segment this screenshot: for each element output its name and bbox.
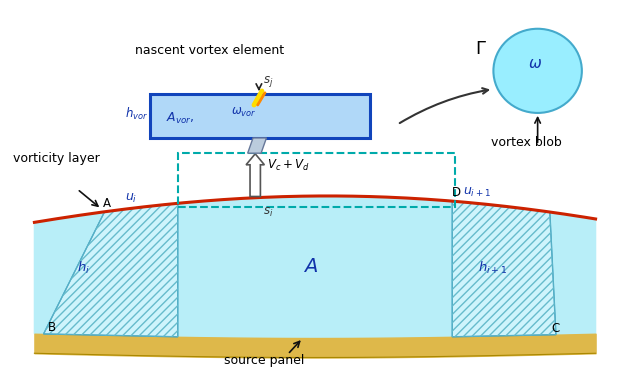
Text: C: C xyxy=(552,322,560,335)
Text: $\omega_{vor}$: $\omega_{vor}$ xyxy=(231,106,256,120)
Text: $h_i$: $h_i$ xyxy=(77,260,90,276)
Text: $\omega$: $\omega$ xyxy=(529,56,542,71)
Bar xyxy=(151,94,370,138)
Text: $\Gamma$: $\Gamma$ xyxy=(475,40,486,59)
Text: A: A xyxy=(103,197,111,210)
Text: vortex blob: vortex blob xyxy=(491,136,561,149)
Ellipse shape xyxy=(493,29,582,113)
Text: $h_{vor}$: $h_{vor}$ xyxy=(125,106,148,122)
Text: $s_i$: $s_i$ xyxy=(263,206,273,219)
Text: $h_{i+1}$: $h_{i+1}$ xyxy=(478,260,508,276)
Text: vorticity layer: vorticity layer xyxy=(13,152,100,165)
Text: $u_{i+1}$: $u_{i+1}$ xyxy=(462,186,490,199)
Text: D: D xyxy=(452,186,461,199)
Text: nascent vortex element: nascent vortex element xyxy=(135,45,284,57)
Polygon shape xyxy=(43,203,178,337)
Polygon shape xyxy=(248,138,266,153)
Text: $V_c + V_d$: $V_c + V_d$ xyxy=(267,158,310,173)
FancyArrow shape xyxy=(246,154,265,197)
Polygon shape xyxy=(35,196,595,338)
Text: $A_{vor},$: $A_{vor},$ xyxy=(166,110,194,125)
Text: $A$: $A$ xyxy=(303,257,318,276)
Text: $u_i$: $u_i$ xyxy=(125,192,137,205)
Bar xyxy=(178,153,455,207)
Text: B: B xyxy=(48,321,56,334)
Polygon shape xyxy=(452,201,556,337)
Text: $s_j$: $s_j$ xyxy=(263,74,273,89)
Text: source panel: source panel xyxy=(224,354,304,367)
